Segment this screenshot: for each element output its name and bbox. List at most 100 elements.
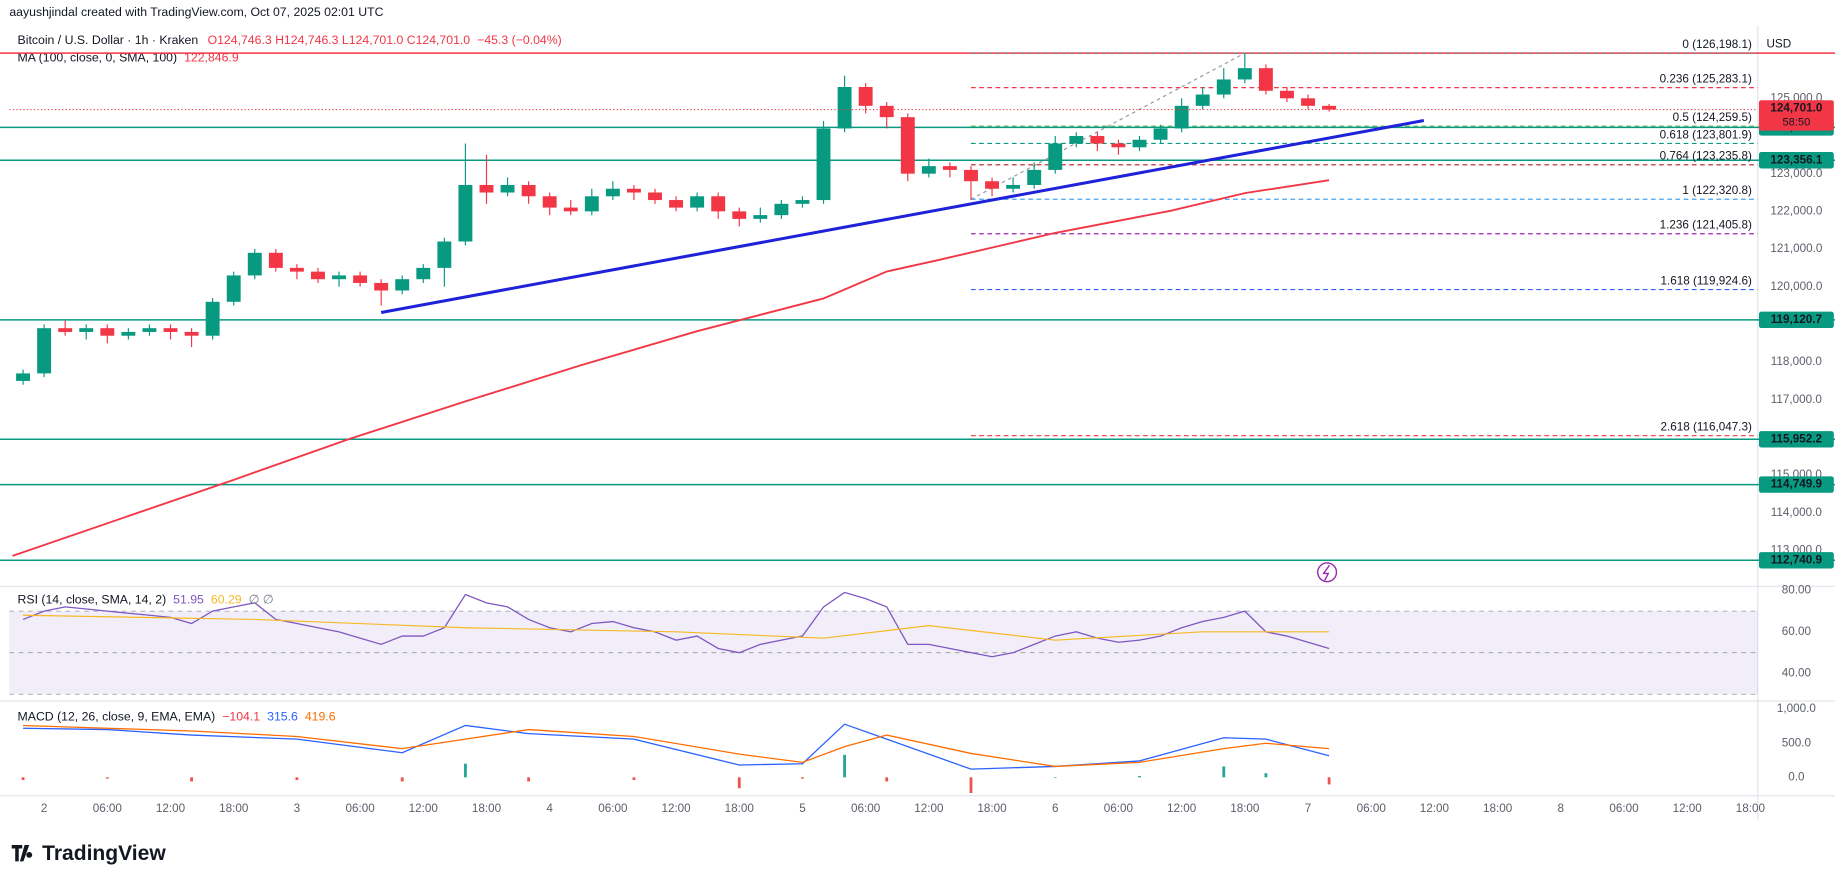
macd-histogram-bar [969,777,973,794]
candle-body [753,215,768,219]
candle-body [711,196,726,212]
x-tick-label: 12:00 [156,802,186,815]
candle-body [900,117,915,174]
candle-body [205,301,220,336]
level-label: 119,120.7 [1771,313,1822,326]
rsi-tick-label: 80.00 [1782,583,1812,596]
y-tick-label: 123,000.0 [1770,167,1822,180]
fib-anchor-line [970,52,1246,200]
fib-label: 1 (122,320.8) [1682,184,1752,197]
candle-body [374,282,389,291]
candle-body [247,252,262,276]
candle-body [774,203,789,216]
level-label-box [1758,431,1834,448]
macd-histogram-bar [400,777,404,782]
currency: USD [1766,38,1791,51]
candle-body [37,328,52,374]
macd-histogram-bar [1138,775,1141,778]
candle-body [921,166,936,174]
fib-label: 1.618 (119,924.6) [1661,274,1753,287]
alert-icon[interactable] [1317,562,1338,583]
candle-body [1301,98,1315,106]
candle-body [289,267,304,272]
macd-histogram-bar [801,777,804,779]
x-tick-label: 12:00 [914,802,944,815]
macd-histogram-bar [295,777,299,781]
ohlc: O124,746.3 H124,746.3 L124,701.0 C124,70… [208,33,471,47]
pane-reading: 51.95 [173,593,204,607]
rsi-tick-label: 60.00 [1782,625,1812,638]
candle-body [121,331,136,336]
symbol: Bitcoin / U.S. Dollar · 1h · Kraken [18,33,199,47]
last-price-box [1758,100,1834,131]
x-tick-label: 8 [1558,802,1565,815]
candle-body [416,267,431,280]
candle-body [268,252,283,268]
macd-histogram-bar [105,777,109,779]
level-label: 112,740.9 [1771,553,1823,566]
change: −45.3 (−0.04%) [477,33,562,47]
rsi-sma-line [23,614,1330,641]
logo-mark [11,844,33,862]
candle-body [163,328,178,332]
macd-tick-label: 500.0 [1782,736,1812,749]
x-tick-label: 18:00 [977,802,1007,815]
candle-body [985,181,999,189]
candle-body [732,211,747,219]
candle-body [1132,139,1147,148]
candle-body [1090,135,1105,144]
macd-histogram-bar [527,777,531,782]
candle-body [1174,105,1189,129]
candle-body [690,196,705,208]
x-tick-label: 18:00 [1483,802,1513,815]
candle-body [837,86,852,129]
macd-histogram-bar [1327,777,1331,785]
x-tick-label: 12:00 [1420,802,1450,815]
pane-legend: RSI (14, close, SMA, 14, 2) 51.95 60.29 ∅ ∅ [18,593,274,607]
x-tick-label: 2 [41,802,48,815]
pane-title: MACD (12, 26, close, 9, EMA, EMA) [18,710,216,724]
candle-body [1280,90,1294,99]
candle-body [500,184,515,193]
candle-body [605,188,620,197]
macd-histogram-bar [464,763,467,778]
candle-body [58,328,73,332]
y-tick-label: 118,000.0 [1771,355,1823,368]
macd-line [23,723,1330,770]
x-tick-label: 5 [799,802,806,815]
x-tick-label: 12:00 [661,802,691,815]
pane-reading: 60.29 [211,593,242,607]
countdown: 58:50 [1782,116,1810,128]
fib-label: 0.764 (123,235.8) [1660,150,1752,163]
x-tick-label: 18:00 [219,802,249,815]
macd-histogram-bar [885,777,889,782]
fib-label: 2.618 (116,047.3) [1661,421,1753,434]
ma-label: MA (100, close, 0, SMA, 100) [18,51,178,65]
macd-signal-line [23,724,1330,768]
symbol-line: Bitcoin / U.S. Dollar · 1h · Kraken O124,… [18,33,562,47]
x-tick-label: 18:00 [1230,802,1260,815]
candle-body [1048,143,1063,170]
candle-body [395,279,410,291]
macd-histogram-bar [632,777,636,781]
y-tick-label: 117,000.0 [1771,393,1823,406]
x-tick-label: 12:00 [1167,802,1197,815]
candle-body [584,196,599,212]
fib-label: 0.618 (123,801.9) [1660,128,1752,141]
candle-body [816,128,831,201]
candle-body [226,275,241,302]
macd-histogram-bar [1222,766,1226,778]
candle-body [1216,79,1231,95]
trendline [380,119,1425,314]
candle-body [1237,68,1252,80]
candle-body [79,328,94,332]
x-tick-label: 06:00 [1357,802,1387,815]
alert-icon-bolt [1322,564,1331,581]
level-label-box [1758,476,1834,493]
x-tick-label: 06:00 [1609,802,1639,815]
rsi-tick-label: 40.00 [1782,667,1812,680]
x-tick-label: 18:00 [1736,802,1766,815]
